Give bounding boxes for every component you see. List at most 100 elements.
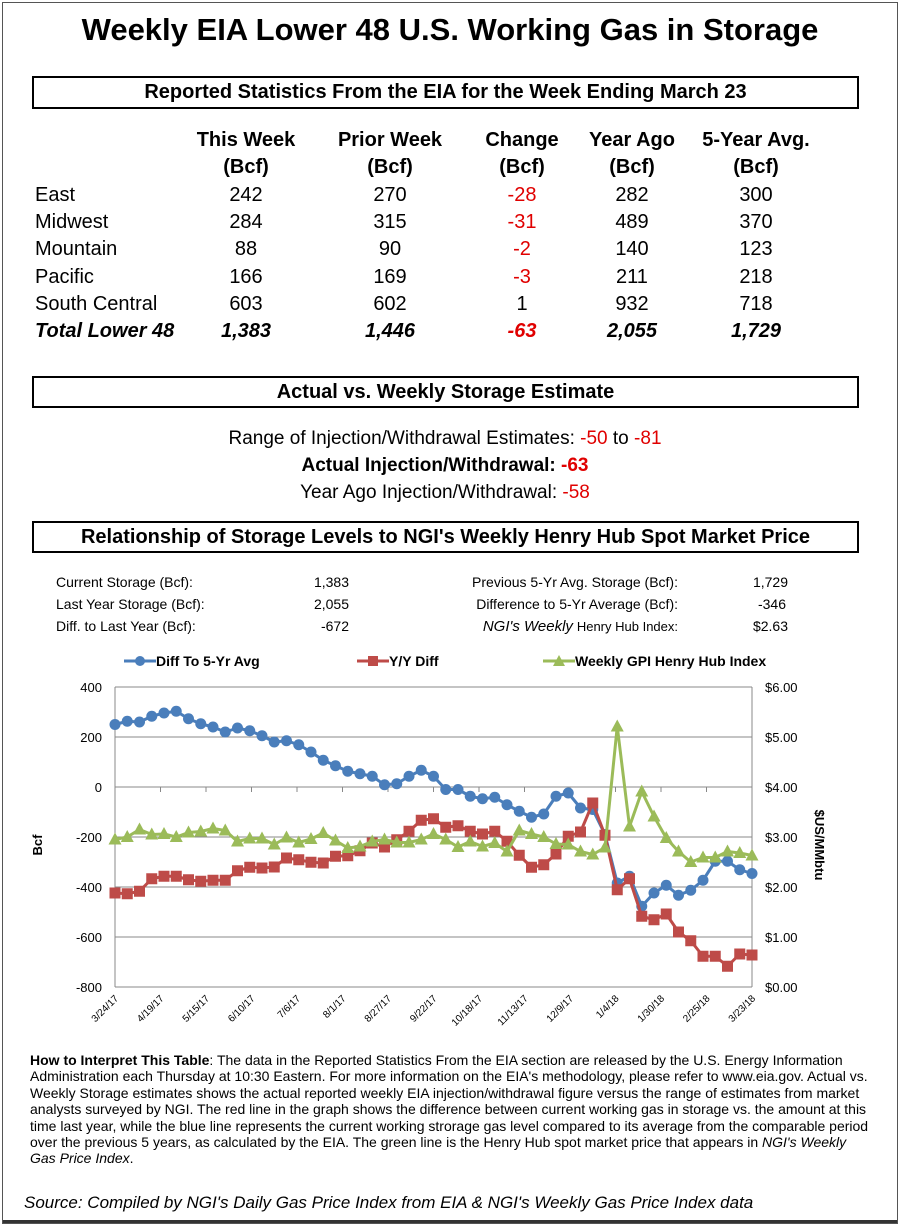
data-point-circle xyxy=(134,716,145,728)
data-point-square xyxy=(219,874,231,886)
x-tick-label: 11/13/17 xyxy=(496,993,531,1028)
source-note: Source: Compiled by NGI's Daily Gas Pric… xyxy=(24,1193,754,1212)
y-tick-label: -800 xyxy=(76,980,102,995)
current-storage-value: 1,383 xyxy=(313,574,349,590)
y2-tick-label: $4.00 xyxy=(765,780,798,795)
data-point-square xyxy=(746,949,758,961)
data-point-triangle xyxy=(329,833,342,846)
table-cell: -31 xyxy=(507,211,537,234)
data-point-triangle xyxy=(280,830,293,843)
data-point-circle xyxy=(366,770,378,782)
data-point-triangle xyxy=(353,839,367,852)
data-point-triangle xyxy=(169,830,183,842)
data-point-triangle xyxy=(133,822,146,835)
data-point-triangle xyxy=(561,837,575,850)
table-cell: 1,383 xyxy=(220,320,272,342)
data-point-square xyxy=(440,821,452,833)
table-cell: 603 xyxy=(229,292,263,315)
data-point-square xyxy=(562,830,574,842)
data-point-circle xyxy=(415,764,427,776)
row-region: Total Lower 48 xyxy=(35,320,175,342)
diff-5yr-label: Difference to 5-Yr Average (Bcf): xyxy=(476,596,678,612)
data-point-triangle xyxy=(733,846,747,858)
data-point-circle xyxy=(330,760,341,772)
x-tick-label: 5/15/17 xyxy=(181,993,213,1025)
henry-hub-value: $2.63 xyxy=(752,618,788,634)
data-point-square xyxy=(232,865,243,877)
diff-5yr-value: -346 xyxy=(757,596,786,612)
data-point-circle xyxy=(170,705,182,717)
data-point-triangle xyxy=(316,826,330,838)
x-tick-label: 1/30/18 xyxy=(636,993,668,1025)
data-point-triangle xyxy=(745,848,759,861)
henry-hub-index-label: Henry Hub Index: xyxy=(576,619,678,634)
data-point-circle xyxy=(305,746,317,758)
data-point-square xyxy=(256,862,268,874)
y-tick-label: 0 xyxy=(95,780,102,795)
data-point-circle xyxy=(538,808,550,820)
x-tick-label: 3/23/18 xyxy=(727,993,759,1025)
note-heading: How to Interpret This Table xyxy=(30,1052,210,1068)
data-point-square xyxy=(722,960,733,972)
data-point-circle xyxy=(734,864,746,876)
data-point-square xyxy=(379,841,390,853)
data-point-triangle xyxy=(500,844,514,857)
data-point-triangle xyxy=(512,823,526,836)
data-point-square xyxy=(452,820,464,832)
data-point-triangle xyxy=(402,835,416,848)
data-point-square xyxy=(587,797,599,809)
data-point-circle xyxy=(195,718,207,730)
x-tick-label: 2/25/18 xyxy=(681,993,713,1025)
data-point-square xyxy=(538,859,550,871)
table-cell: 315 xyxy=(373,211,407,234)
data-point-square xyxy=(636,910,648,922)
column-unit: (Bcf) xyxy=(733,156,779,178)
data-point-square xyxy=(673,926,684,938)
data-point-triangle xyxy=(696,850,710,863)
table-cell: -28 xyxy=(507,184,537,206)
column-unit: (Bcf) xyxy=(223,156,269,178)
data-point-square xyxy=(464,825,476,837)
y2-axis-title: $US/MMbtu xyxy=(812,810,827,881)
data-point-circle xyxy=(526,811,537,823)
data-point-circle xyxy=(673,889,684,901)
data-point-circle xyxy=(391,778,403,790)
table-cell: 284 xyxy=(229,211,263,234)
actual-value: -63 xyxy=(561,455,589,476)
legend-yy-diff: Y/Y Diff xyxy=(357,653,439,669)
data-point-triangle xyxy=(378,832,391,845)
data-point-circle xyxy=(281,735,292,747)
data-point-square xyxy=(697,950,709,962)
prev-5yr-value: 1,729 xyxy=(752,574,788,590)
x-tick-label: 8/27/17 xyxy=(363,993,395,1025)
note-italic: NGI's Weekly Gas Price Index xyxy=(30,1134,847,1167)
estimate-heading: Actual vs. Weekly Storage Estimate xyxy=(32,376,859,408)
bottom-rule xyxy=(3,1220,897,1223)
data-point-circle xyxy=(722,855,733,867)
data-point-triangle xyxy=(414,832,428,845)
data-point-triangle xyxy=(574,844,587,857)
stats-heading: Reported Statistics From the EIA for the… xyxy=(32,76,859,109)
table-cell: 370 xyxy=(739,211,773,234)
data-point-circle xyxy=(697,874,709,886)
data-point-square xyxy=(317,857,329,869)
y-axis-title: Bcf xyxy=(30,834,45,856)
data-point-square xyxy=(526,861,537,873)
data-point-circle xyxy=(403,770,415,782)
table-cell: 140 xyxy=(615,238,649,261)
data-point-square xyxy=(121,888,133,900)
range-label: Range of Injection/Withdrawal Estimates: xyxy=(228,428,575,449)
table-cell: 242 xyxy=(229,184,263,206)
data-point-square xyxy=(195,875,207,887)
data-point-triangle xyxy=(659,831,673,843)
data-point-triangle xyxy=(292,835,306,848)
y-tick-label: -200 xyxy=(76,830,102,845)
column-header: Year Ago xyxy=(589,129,675,151)
data-point-circle xyxy=(317,754,329,766)
data-point-triangle xyxy=(304,832,318,844)
data-point-square xyxy=(134,885,145,897)
table-cell: 166 xyxy=(229,265,263,288)
data-point-square xyxy=(158,870,170,882)
data-point-square xyxy=(660,908,672,920)
